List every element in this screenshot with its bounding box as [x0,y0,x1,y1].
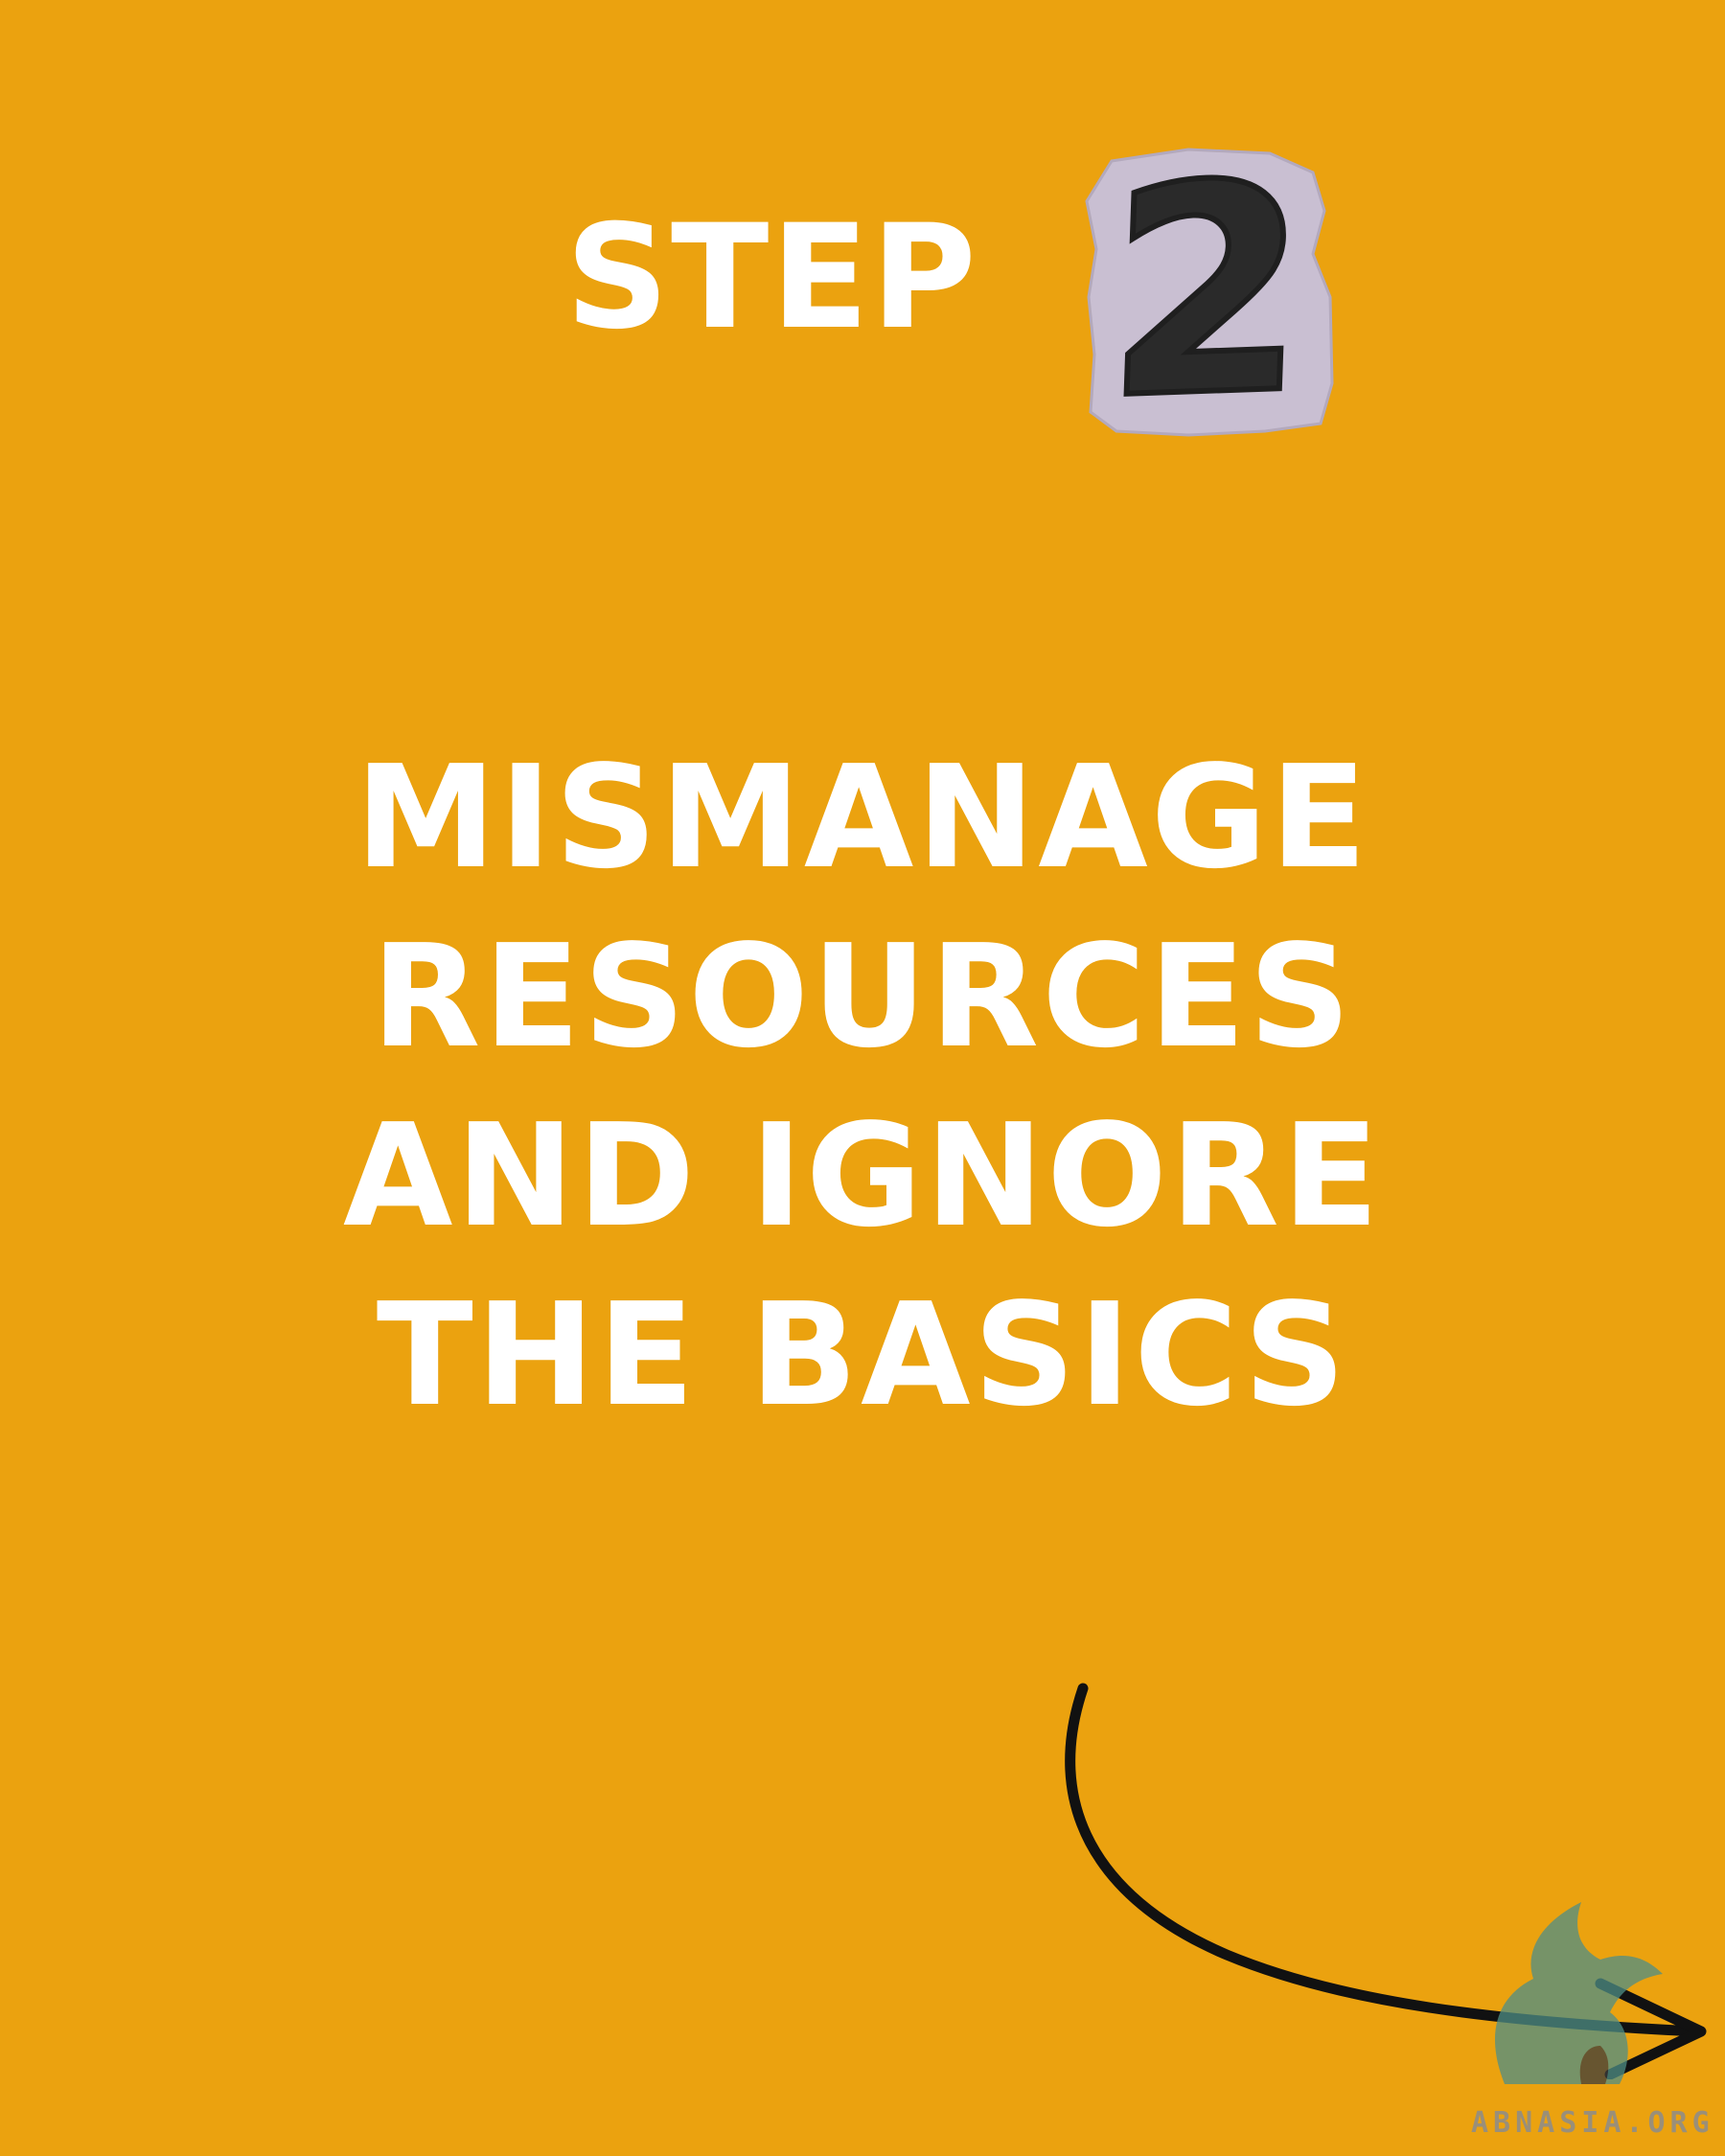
headline-line-1: MISMANAGE [144,728,1581,907]
headline-line-3: AND IGNORE [144,1087,1581,1266]
headline-line-2: RESOURCES [144,907,1581,1087]
step-number: 2 [1068,139,1346,446]
step-label: STEP [565,196,1035,359]
step-number-badge: 2 [1073,144,1342,441]
watermark-text: ABNASIA.ORG [1471,2104,1720,2143]
headline-line-4: THE BASICS [144,1266,1581,1445]
griffin-logo-icon [1466,1892,1668,2099]
headline: MISMANAGE RESOURCES AND IGNORE THE BASIC… [144,728,1581,1445]
